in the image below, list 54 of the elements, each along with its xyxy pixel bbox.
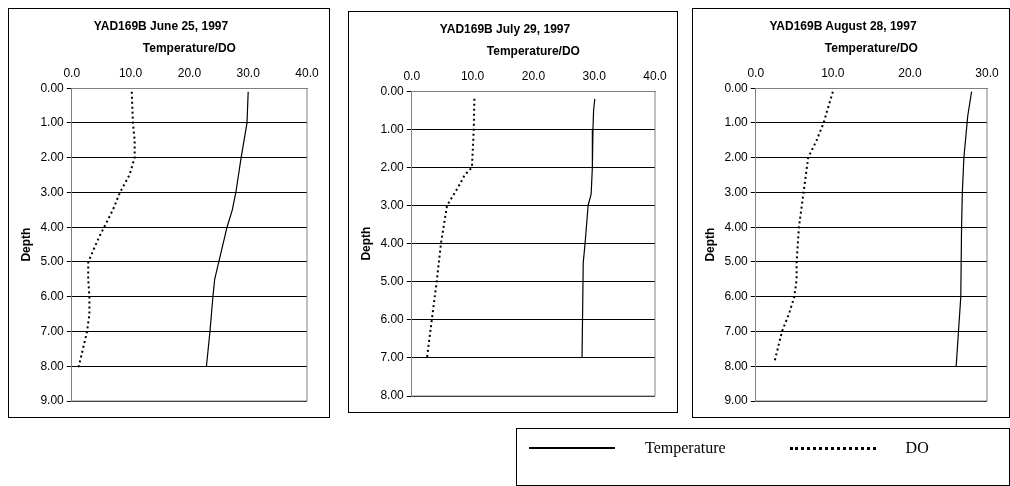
chart-title: YAD169B June 25, 1997 — [93, 18, 229, 33]
chart-title: YAD169B July 29, 1997 — [439, 21, 571, 36]
y-tick-label: 2.00 — [724, 150, 749, 165]
x-tick-label: 20.0 — [177, 66, 202, 81]
y-tick-label: 5.00 — [724, 254, 749, 269]
x-tick-label: 0.0 — [747, 66, 765, 81]
y-tick-label: 9.00 — [40, 393, 65, 408]
x-tick-label: 10.0 — [821, 66, 845, 81]
y-tick-label: 2.00 — [40, 150, 65, 165]
y-tick-label: 0.00 — [40, 80, 65, 95]
y-tick-label: 6.00 — [380, 312, 405, 327]
y-tick-label: 5.00 — [380, 274, 405, 289]
y-axis-title: Depth — [358, 226, 373, 261]
x-tick-label: 10.0 — [460, 69, 485, 84]
x-tick-label: 0.0 — [403, 69, 421, 84]
y-tick-label: 1.00 — [724, 115, 749, 130]
x-tick-label: 30.0 — [582, 69, 607, 84]
y-tick-label: 6.00 — [40, 289, 65, 304]
x-axis-title: Temperature/DO — [486, 43, 580, 58]
text: Temperature — [645, 439, 726, 457]
y-tick-label: 0.00 — [380, 83, 405, 98]
chart-title: YAD169B August 28, 1997 — [769, 18, 917, 33]
x-tick-label: 20.0 — [898, 66, 922, 81]
y-tick-label: 4.00 — [40, 219, 65, 234]
x-axis-title: Temperature/DO — [142, 40, 236, 55]
x-tick-label: 30.0 — [236, 66, 261, 81]
y-tick-label: 5.00 — [40, 254, 65, 269]
y-tick-label: 3.00 — [380, 197, 405, 212]
y-axis-title: Depth — [702, 227, 717, 262]
x-tick-label: 40.0 — [295, 66, 319, 81]
y-tick-label: 3.00 — [724, 184, 749, 199]
y-tick-label: 0.00 — [724, 80, 749, 95]
y-tick-label: 4.00 — [724, 219, 749, 234]
y-tick-label: 6.00 — [724, 289, 749, 304]
x-tick-label: 0.0 — [63, 66, 81, 81]
y-tick-label: 1.00 — [380, 121, 405, 136]
x-axis-title: Temperature/DO — [824, 40, 918, 55]
y-tick-label: 7.00 — [724, 323, 749, 338]
y-axis-title: Depth — [18, 227, 33, 262]
y-tick-label: 8.00 — [380, 388, 405, 403]
y-tick-label: 8.00 — [40, 358, 65, 373]
y-tick-label: 1.00 — [40, 115, 65, 130]
x-tick-label: 20.0 — [521, 69, 546, 84]
y-tick-label: 7.00 — [40, 323, 65, 338]
y-tick-label: 2.00 — [380, 159, 405, 174]
y-tick-label: 3.00 — [40, 184, 65, 199]
x-tick-label: 40.0 — [643, 69, 667, 84]
x-tick-label: 30.0 — [975, 66, 999, 81]
x-tick-label: 10.0 — [118, 66, 143, 81]
text: DO — [905, 439, 929, 457]
y-tick-label: 4.00 — [380, 235, 405, 250]
y-tick-label: 9.00 — [724, 393, 749, 408]
y-tick-label: 8.00 — [724, 358, 749, 373]
y-tick-label: 7.00 — [380, 350, 405, 365]
